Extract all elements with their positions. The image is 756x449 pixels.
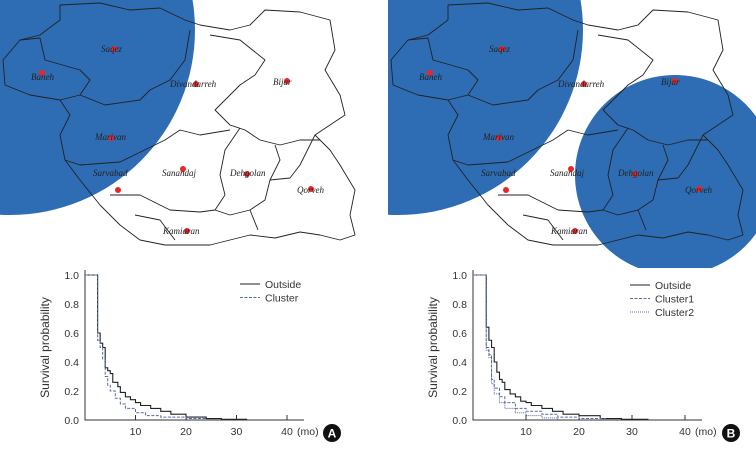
y-tick-label: 0.4 [452, 357, 467, 369]
legend-label: Outside [265, 279, 301, 291]
map-panel-b: Saqez Baneh Divandarreh Bijar Marivan Sarvaba… [388, 0, 756, 268]
km-curve-cluster2 [473, 274, 559, 420]
x-tick-label: 30 [626, 426, 638, 438]
y-tick-label: 0.6 [452, 328, 467, 340]
city-dot [244, 171, 250, 177]
city-label: Dehgolan [617, 168, 654, 178]
city-label: Sanandaj [162, 168, 197, 178]
city-label: Qorveh [685, 185, 712, 195]
legend-label: Outside [655, 280, 691, 292]
y-tick-label: 0.4 [64, 357, 79, 369]
y-tick-label: 1.0 [452, 270, 467, 282]
survival-plot-b: 0.0 0.2 0.4 0.6 0.8 1.0 10 20 30 40 (mo) Survival p… [426, 270, 740, 442]
city-dot [193, 81, 199, 87]
y-tick-label: 0.6 [64, 328, 79, 340]
city-dot [568, 166, 574, 172]
y-tick-label: 0.8 [64, 299, 79, 311]
city-dot [581, 81, 587, 87]
city-dot [108, 135, 114, 141]
x-tick-label: 20 [180, 426, 192, 438]
city-dot [496, 135, 502, 141]
city-dot [111, 46, 117, 52]
y-tick-label: 0.0 [452, 415, 467, 427]
x-tick-label: 10 [130, 426, 142, 438]
city-label: Sanandaj [550, 168, 585, 178]
city-label: Saqez [489, 44, 510, 54]
city-label: Kamiaran [550, 226, 588, 236]
x-tick-label: 20 [573, 426, 585, 438]
y-tick-label: 0.2 [64, 386, 79, 398]
city-label: Marivan [482, 132, 514, 142]
city-dot [499, 46, 505, 52]
legend-label: Cluster1 [655, 294, 694, 306]
panel-badge [323, 424, 341, 442]
city-markers: Saqez Baneh Divandarreh Bijar Marivan Sarvaba… [419, 44, 712, 236]
x-axis-label: (mo) [695, 426, 717, 438]
map-panel-a: Saqez Baneh Divandarreh Bijar Marivan Sarvaba… [0, 0, 356, 246]
city-label: Sarvabad [481, 168, 516, 178]
city-label: Marivan [94, 132, 126, 142]
city-dot [308, 186, 314, 192]
y-tick-label: 0.0 [64, 415, 79, 427]
city-dot [696, 186, 702, 192]
y-tick-label: 0.8 [452, 299, 467, 311]
city-dot [632, 171, 638, 177]
city-label: Baneh [419, 72, 442, 82]
city-markers: Saqez Baneh Divandarreh Bijar Marivan Sarvaba… [31, 44, 324, 236]
cluster-circle [0, 0, 195, 215]
panel-badge-label: A [328, 427, 337, 441]
city-dot [184, 228, 190, 234]
city-label: Kamiaran [162, 226, 200, 236]
y-axis-label: Survival probability [426, 297, 440, 398]
city-label: Baneh [31, 72, 54, 82]
city-dot [572, 228, 578, 234]
x-tick-label: 30 [231, 426, 243, 438]
legend-label: Cluster [265, 293, 299, 305]
city-label: Dehgolan [229, 168, 266, 178]
city-dot [672, 78, 678, 84]
x-tick-label: 40 [679, 426, 691, 438]
km-curve-outside [473, 274, 649, 420]
panel-badge-label: B [727, 427, 736, 441]
panel-badge [722, 424, 740, 442]
city-dot [115, 187, 121, 193]
km-curve-cluster [85, 274, 207, 420]
city-label: Saqez [101, 44, 122, 54]
y-tick-label: 0.2 [452, 386, 467, 398]
x-tick-label: 10 [520, 426, 532, 438]
city-dot [284, 78, 290, 84]
city-label: Sarvabad [93, 168, 128, 178]
km-curve-outside [85, 274, 248, 420]
y-axis-label: Survival probability [38, 297, 52, 398]
cluster-circle-2 [575, 75, 756, 268]
x-axis-label: (mo) [297, 426, 319, 438]
axes [472, 270, 702, 421]
city-label: Qorveh [297, 185, 324, 195]
city-dot [427, 70, 433, 76]
cluster-circle-1 [388, 0, 583, 215]
city-dot [180, 166, 186, 172]
city-label: Divandarreh [169, 79, 217, 89]
city-label: Divandarreh [557, 79, 605, 89]
y-tick-label: 1.0 [64, 270, 79, 282]
city-label: Bijar [273, 77, 292, 87]
city-label: Bijar [661, 77, 680, 87]
x-tick-label: 40 [281, 426, 293, 438]
city-dot [39, 70, 45, 76]
km-curve-cluster1 [473, 274, 606, 420]
axes [84, 270, 304, 421]
legend-label: Cluster2 [655, 307, 694, 319]
city-dot [503, 187, 509, 193]
survival-plot-a: 0.0 0.2 0.4 0.6 0.8 1.0 10 20 30 40 (mo) Survival p… [38, 270, 341, 442]
